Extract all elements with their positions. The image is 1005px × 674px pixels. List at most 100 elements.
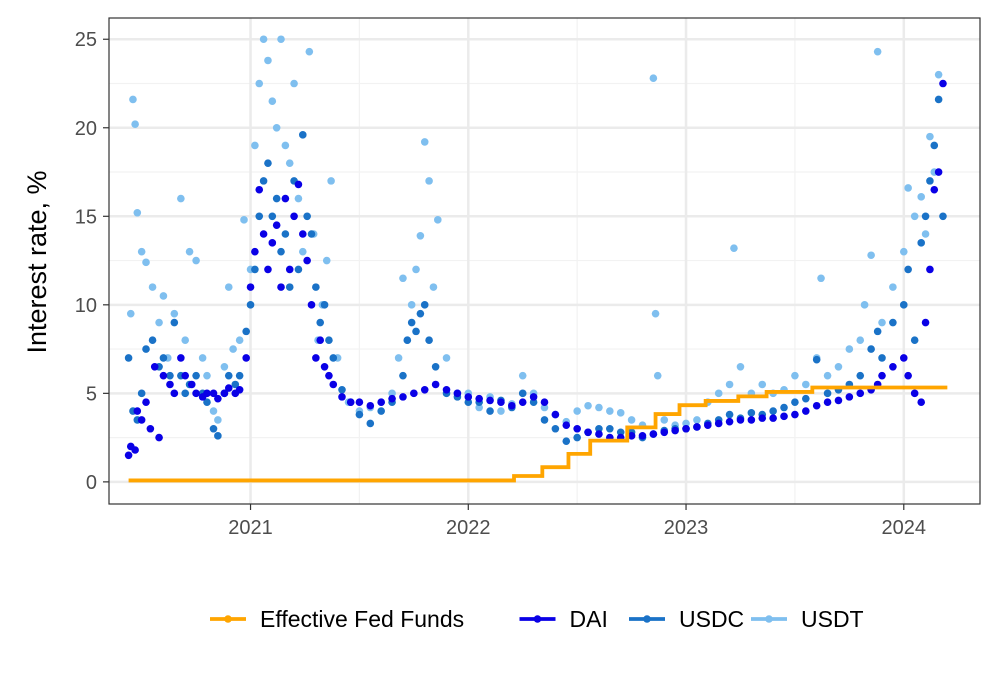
- point-usdt: [420, 138, 429, 146]
- point-usdt: [170, 309, 179, 318]
- point-usdc: [873, 327, 882, 336]
- point-dai: [747, 416, 756, 424]
- point-usdt: [921, 230, 930, 238]
- y-tick-label: 15: [75, 206, 97, 228]
- point-dai: [303, 256, 311, 265]
- legend-item-dai: DAI: [519, 606, 608, 632]
- point-dai: [856, 389, 865, 398]
- series-dai: [124, 79, 947, 460]
- y-tick-label: 10: [75, 295, 97, 317]
- point-dai: [769, 414, 777, 422]
- point-usdt: [693, 416, 701, 424]
- legend-key-point: [533, 615, 542, 623]
- point-usdc: [518, 389, 527, 398]
- point-usdc: [137, 389, 146, 398]
- point-dai: [181, 371, 190, 380]
- point-dai: [518, 398, 527, 406]
- point-dai: [259, 230, 268, 238]
- point-usdt: [137, 247, 146, 256]
- point-dai: [638, 432, 647, 440]
- point-usdc: [791, 398, 799, 406]
- axis-ticks: [103, 38, 905, 510]
- point-dai: [725, 417, 734, 426]
- point-usdt: [142, 258, 150, 267]
- point-usdt: [298, 247, 307, 256]
- point-usdc: [259, 177, 268, 185]
- point-dai: [155, 433, 163, 442]
- point-usdt: [181, 336, 190, 345]
- point-dai: [823, 398, 832, 406]
- point-dai: [290, 212, 298, 221]
- y-axis-title: Interest rate, %: [22, 170, 52, 353]
- point-dai: [235, 386, 244, 394]
- point-usdt: [394, 354, 403, 362]
- point-usdc: [934, 95, 943, 104]
- point-usdt: [220, 362, 229, 371]
- point-dai: [325, 371, 333, 380]
- point-usdt: [873, 47, 882, 56]
- point-usdt: [518, 371, 527, 380]
- legend-label: USDT: [801, 606, 864, 632]
- point-usdc: [124, 354, 133, 362]
- point-usdt: [425, 177, 433, 185]
- point-usdt: [131, 120, 139, 129]
- point-usdt: [917, 193, 926, 201]
- point-dai: [399, 393, 407, 401]
- point-usdt: [475, 403, 483, 412]
- point-usdt: [412, 265, 420, 274]
- point-dai: [377, 398, 385, 406]
- point-dai: [714, 419, 723, 428]
- point-dai: [150, 362, 159, 371]
- point-usdt: [791, 371, 799, 380]
- point-usdt: [399, 274, 407, 283]
- point-usdt: [185, 247, 194, 256]
- point-usdc: [725, 410, 734, 419]
- point-dai: [131, 446, 139, 454]
- point-usdt: [272, 123, 281, 132]
- point-usdt: [327, 177, 335, 185]
- point-dai: [338, 393, 346, 401]
- point-dai: [453, 389, 462, 398]
- point-dai: [693, 423, 701, 431]
- point-usdt: [285, 159, 294, 167]
- point-usdc: [231, 380, 240, 389]
- point-dai: [220, 389, 229, 398]
- point-usdt: [129, 95, 137, 104]
- point-dai: [649, 430, 658, 438]
- point-dai: [904, 371, 912, 380]
- point-dai: [307, 301, 316, 309]
- point-usdt: [277, 35, 285, 44]
- point-usdt: [416, 231, 425, 240]
- point-usdt: [682, 419, 690, 428]
- point-usdt: [290, 79, 298, 88]
- point-dai: [187, 380, 196, 389]
- point-usdt: [714, 389, 723, 398]
- point-dai: [573, 424, 581, 433]
- point-usdt: [627, 416, 636, 424]
- point-usdt: [758, 380, 767, 389]
- point-usdt: [155, 318, 163, 327]
- legend-item-effective-fed-funds: Effective Fed Funds: [210, 606, 464, 632]
- point-usdc: [294, 265, 303, 274]
- point-dai: [410, 389, 418, 398]
- point-dai: [917, 398, 926, 406]
- point-usdt: [429, 283, 438, 291]
- point-dai: [486, 396, 494, 405]
- point-usdc: [166, 371, 174, 380]
- point-dai: [736, 416, 745, 424]
- point-usdt: [660, 416, 669, 424]
- point-usdt: [209, 407, 218, 415]
- point-usdc: [878, 354, 886, 362]
- point-usdt: [229, 345, 237, 353]
- legend-key-point: [765, 615, 773, 623]
- point-usdc: [769, 407, 777, 415]
- point-usdc: [917, 239, 926, 247]
- point-usdc: [181, 389, 190, 398]
- point-usdc: [307, 230, 316, 238]
- point-dai: [926, 265, 934, 274]
- point-usdc: [930, 141, 939, 150]
- point-usdc: [606, 424, 614, 433]
- point-dai: [272, 221, 281, 229]
- point-dai: [177, 354, 185, 362]
